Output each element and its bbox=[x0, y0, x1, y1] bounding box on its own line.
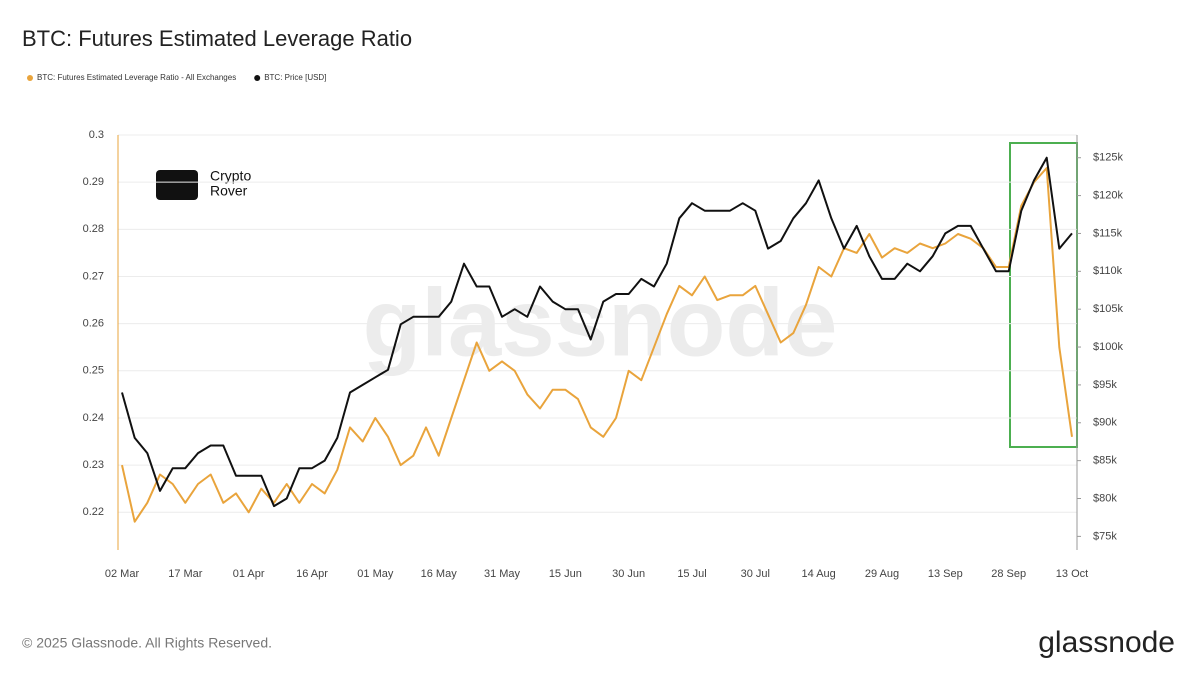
y-tick-label: 0.23 bbox=[83, 459, 104, 471]
watermark: glassnode bbox=[363, 269, 838, 376]
logo-text: Rover bbox=[210, 183, 248, 199]
x-tick-label: 16 Apr bbox=[296, 568, 328, 580]
x-tick-label: 14 Aug bbox=[802, 568, 836, 580]
x-tick-label: 02 Mar bbox=[105, 568, 140, 580]
y-tick-label: 0.27 bbox=[83, 270, 104, 282]
y-tick-label: 0.3 bbox=[89, 129, 104, 141]
x-tick-label: 13 Sep bbox=[928, 568, 963, 580]
x-tick-label: 30 Jun bbox=[612, 568, 645, 580]
x-tick-label: 15 Jul bbox=[677, 568, 706, 580]
x-tick-label: 31 May bbox=[484, 568, 521, 580]
series-line bbox=[121, 167, 1073, 523]
footer: © 2025 Glassnode. All Rights Reserved. bbox=[22, 635, 272, 651]
y2-tick-label: $85k bbox=[1093, 455, 1117, 467]
x-tick-label: 29 Aug bbox=[865, 568, 899, 580]
legend-label: BTC: Price [USD] bbox=[264, 73, 326, 82]
chart-title: BTC: Futures Estimated Leverage Ratio bbox=[22, 26, 412, 51]
x-tick-label: 01 Apr bbox=[233, 568, 265, 580]
y2-tick-label: $125k bbox=[1093, 152, 1123, 164]
y-tick-label: 0.28 bbox=[83, 223, 104, 235]
x-tick-label: 16 May bbox=[421, 568, 458, 580]
legend-swatch bbox=[27, 75, 33, 81]
y-tick-label: 0.26 bbox=[83, 318, 104, 330]
series-line bbox=[121, 156, 1073, 508]
legend-label: BTC: Futures Estimated Leverage Ratio - … bbox=[37, 73, 236, 82]
y-tick-label: 0.29 bbox=[83, 176, 104, 188]
x-tick-label: 28 Sep bbox=[991, 568, 1026, 580]
y2-tick-label: $80k bbox=[1093, 492, 1117, 504]
y2-tick-label: $110k bbox=[1093, 265, 1123, 277]
brand: glassnode bbox=[1038, 626, 1175, 659]
y-tick-label: 0.25 bbox=[83, 365, 104, 377]
x-tick-label: 17 Mar bbox=[168, 568, 203, 580]
y2-tick-label: $90k bbox=[1093, 417, 1117, 429]
y-tick-label: 0.22 bbox=[83, 506, 104, 518]
y2-tick-label: $105k bbox=[1093, 303, 1123, 315]
x-tick-label: 01 May bbox=[357, 568, 394, 580]
x-tick-label: 30 Jul bbox=[741, 568, 770, 580]
x-tick-label: 15 Jun bbox=[549, 568, 582, 580]
y2-tick-label: $120k bbox=[1093, 189, 1123, 201]
y2-tick-label: $75k bbox=[1093, 530, 1117, 542]
y2-tick-label: $100k bbox=[1093, 341, 1123, 353]
legend-swatch bbox=[254, 75, 261, 81]
logo-icon bbox=[156, 170, 198, 200]
y-tick-label: 0.24 bbox=[83, 412, 104, 424]
logo: Crypto Rover bbox=[156, 168, 251, 200]
y2-tick-label: $115k bbox=[1093, 227, 1123, 239]
y2-tick-label: $95k bbox=[1093, 379, 1117, 391]
logo-text: Crypto bbox=[210, 168, 251, 184]
x-tick-label: 13 Oct bbox=[1056, 568, 1088, 580]
